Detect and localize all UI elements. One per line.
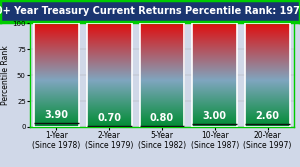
Bar xyxy=(140,23,184,127)
Bar xyxy=(192,23,237,127)
Text: 0.70: 0.70 xyxy=(97,113,121,123)
Text: 3.90: 3.90 xyxy=(44,110,68,120)
Bar xyxy=(34,23,79,127)
Y-axis label: Percentile Rank: Percentile Rank xyxy=(1,45,10,105)
Bar xyxy=(87,23,132,127)
Bar xyxy=(245,23,290,127)
Text: 2.60: 2.60 xyxy=(256,111,280,121)
Text: 0.80: 0.80 xyxy=(150,113,174,123)
Text: BAML 10+ Year Treasury Current Returns Percentile Rank: 1977 - 2023: BAML 10+ Year Treasury Current Returns P… xyxy=(0,6,300,16)
Text: 3.00: 3.00 xyxy=(203,111,227,121)
